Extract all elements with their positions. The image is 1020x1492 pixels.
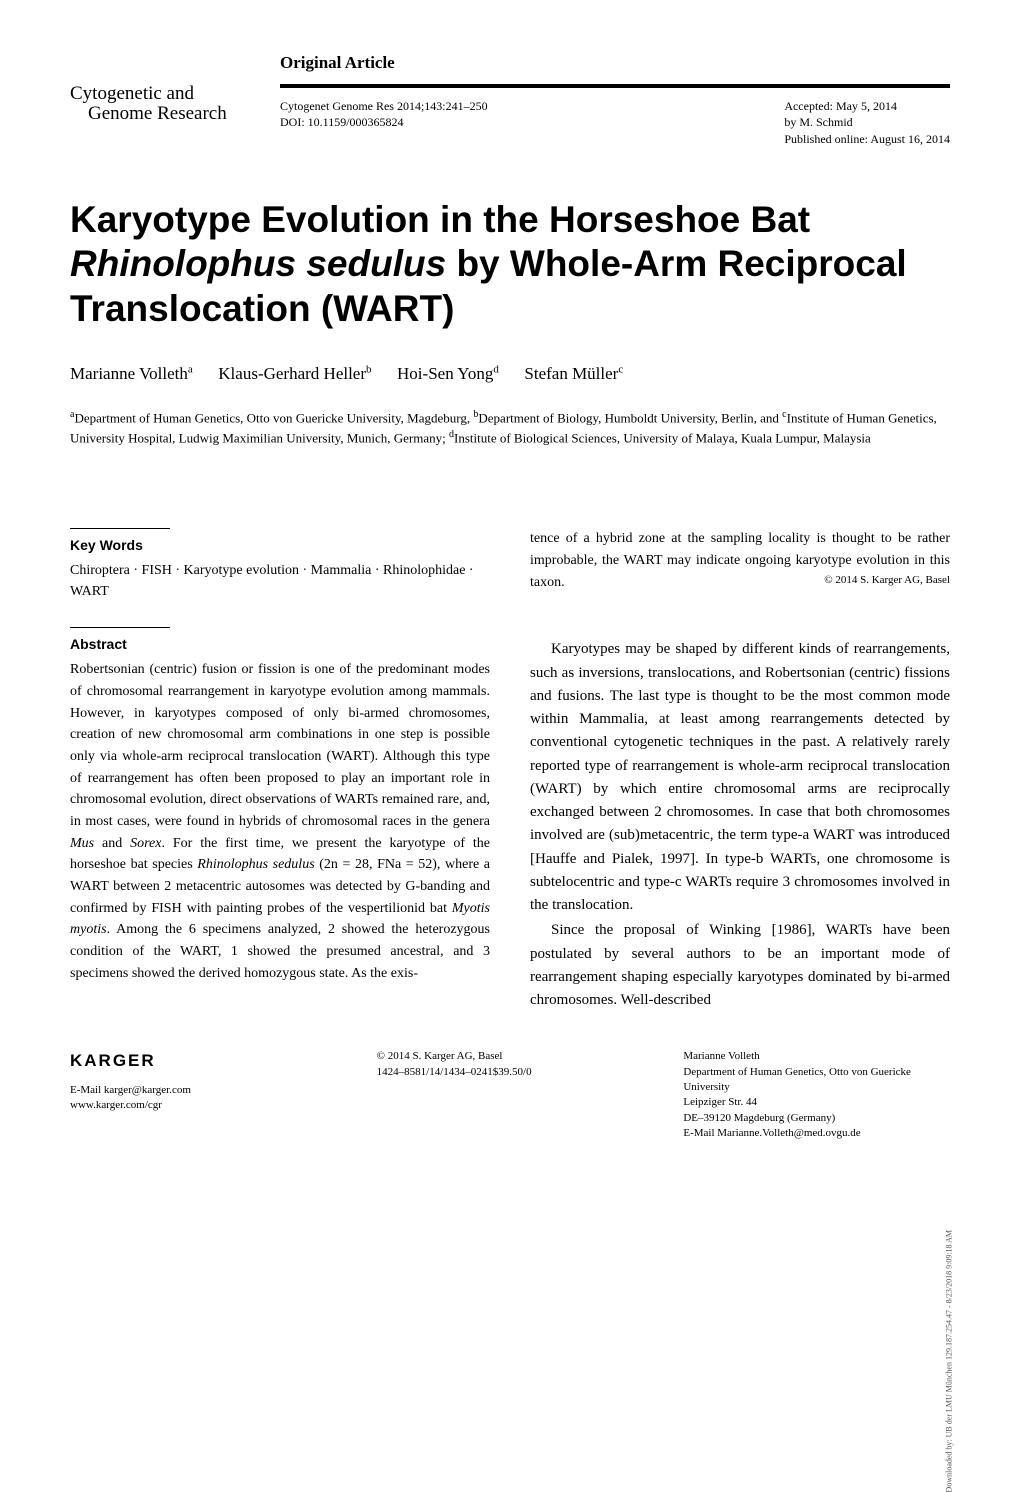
- body-para-2: Since the proposal of Winking [1986], WA…: [530, 919, 950, 1012]
- section-rule: [70, 528, 170, 529]
- body-para-1: Karyotypes may be shaped by different ki…: [530, 638, 950, 917]
- footer-right: Marianne Volleth Department of Human Gen…: [683, 1049, 950, 1141]
- right-column: tence of a hybrid zone at the sampling l…: [530, 528, 950, 1014]
- article-type: Original Article: [280, 50, 950, 76]
- keywords-text: Chiroptera · FISH · Karyotype evolution …: [70, 560, 490, 602]
- header: Original Article Cytogenetic and Genome …: [70, 50, 950, 148]
- corr-email: E-Mail Marianne.Volleth@med.ovgu.de: [683, 1126, 950, 1141]
- footer-web: www.karger.com/cgr: [70, 1098, 337, 1113]
- keywords-heading: Key Words: [70, 535, 490, 556]
- citation-block: Cytogenet Genome Res 2014;143:241–250 DO…: [280, 98, 488, 148]
- side-line3: 129.187.254.47 - 8/23/2018 9:09:18 AM: [944, 1230, 953, 1360]
- side-line2: UB der LMU München: [944, 1362, 953, 1437]
- corr-name: Marianne Volleth: [683, 1049, 950, 1064]
- corr-street: Leipziger Str. 44: [683, 1095, 950, 1110]
- accepted-by: by M. Schmid: [784, 114, 950, 131]
- corr-dept: Department of Human Genetics, Otto von G…: [683, 1065, 950, 1096]
- article-title: Karyotype Evolution in the Horseshoe Bat…: [70, 198, 950, 331]
- footer-issn: 1424–8581/14/1434–0241$39.50/0: [377, 1065, 644, 1080]
- header-rule: Cytogenet Genome Res 2014;143:241–250 DO…: [280, 84, 950, 148]
- affiliations: aDepartment of Human Genetics, Otto von …: [70, 407, 950, 449]
- left-column: Key Words Chiroptera · FISH · Karyotype …: [70, 528, 490, 1014]
- accepted-block: Accepted: May 5, 2014 by M. Schmid Publi…: [784, 98, 950, 148]
- journal-logo-line1: Cytogenetic and: [70, 84, 255, 105]
- spacer: [530, 618, 950, 638]
- footer-left: KARGER E-Mail karger@karger.com www.karg…: [70, 1049, 337, 1141]
- authors: Marianne Volletha Klaus-Gerhard Hellerb …: [70, 361, 950, 387]
- title-prefix: Karyotype Evolution in the Horseshoe Bat: [70, 199, 810, 240]
- footer-middle: © 2014 S. Karger AG, Basel 1424–8581/14/…: [377, 1049, 644, 1141]
- abstract-continuation: tence of a hybrid zone at the sampling l…: [530, 528, 950, 593]
- journal-logo-line2: Genome Research: [70, 104, 255, 125]
- corr-city: DE–39120 Magdeburg (Germany): [683, 1111, 950, 1126]
- section-rule: [70, 627, 170, 628]
- abstract-heading: Abstract: [70, 634, 490, 655]
- accepted-date: Accepted: May 5, 2014: [784, 98, 950, 115]
- journal-logo: Cytogenetic and Genome Research: [70, 84, 255, 126]
- copyright-inline: © 2014 S. Karger AG, Basel: [824, 572, 950, 589]
- footer-email: E-Mail karger@karger.com: [70, 1083, 337, 1098]
- header-row: Cytogenetic and Genome Research Cytogene…: [70, 84, 950, 148]
- citation: Cytogenet Genome Res 2014;143:241–250: [280, 98, 488, 115]
- abstract-text: Robertsonian (centric) fusion or fission…: [70, 659, 490, 984]
- footer-copyright: © 2014 S. Karger AG, Basel: [377, 1049, 644, 1064]
- title-italic: Rhinolophus sedulus: [70, 243, 446, 284]
- karger-logo: KARGER: [70, 1049, 337, 1073]
- published-online: Published online: August 16, 2014: [784, 131, 950, 148]
- footer: KARGER E-Mail karger@karger.com www.karg…: [70, 1049, 950, 1141]
- two-column-body: Key Words Chiroptera · FISH · Karyotype …: [70, 528, 950, 1014]
- side-line1: Downloaded by:: [944, 1439, 953, 1492]
- doi: DOI: 10.1159/000365824: [280, 114, 488, 131]
- download-watermark: Downloaded by: UB der LMU München 129.18…: [944, 1230, 954, 1492]
